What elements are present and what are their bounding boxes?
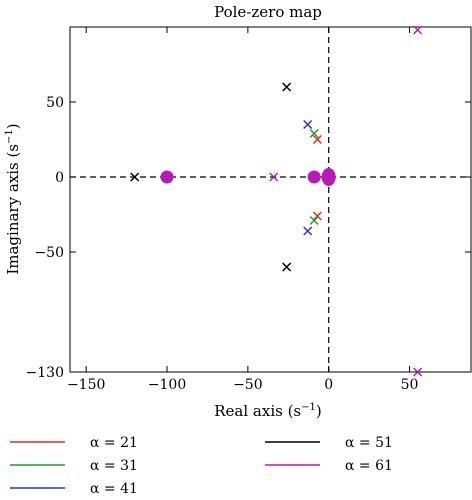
- legend-label: α = 21: [90, 435, 138, 451]
- x-tick-label: 50: [401, 377, 419, 393]
- x-tick-label: 0: [324, 377, 333, 393]
- zero-marker: [321, 168, 336, 186]
- legend: α = 21 α = 51 α = 31 α = 61 α = 41: [10, 435, 393, 497]
- plot-frame: [69, 26, 472, 373]
- x-tick-label: −50: [233, 377, 263, 393]
- y-tick-label: 0: [55, 170, 64, 186]
- legend-label: α = 41: [90, 481, 138, 497]
- zero-marker: [160, 170, 174, 184]
- pole-marker: [130, 172, 140, 182]
- pole-marker: [309, 128, 319, 139]
- pole-marker: [312, 134, 322, 145]
- chart-marks: [130, 25, 423, 377]
- pole-marker: [303, 226, 313, 236]
- pole-marker: [269, 172, 279, 182]
- pole-marker: [303, 119, 313, 130]
- y-axis-label: Imaginary axis (s−1): [4, 123, 22, 274]
- legend-label: α = 61: [345, 458, 393, 474]
- pole-marker: [309, 215, 319, 226]
- chart-title: Pole-zero map: [214, 3, 322, 21]
- y-tick-label: 50: [46, 95, 64, 111]
- pole-marker: [282, 82, 292, 92]
- reference-lines: [70, 27, 471, 372]
- y-tick-label: −50: [34, 245, 64, 261]
- pole-marker: [413, 367, 423, 377]
- x-axis-label: Real axis (s−1): [214, 402, 322, 420]
- legend-label: α = 51: [345, 435, 393, 451]
- legend-label: α = 31: [90, 458, 138, 474]
- x-tick-label: −150: [67, 377, 105, 393]
- zero-marker: [307, 170, 321, 184]
- x-tick-label: −100: [148, 377, 186, 393]
- pole-marker: [312, 211, 322, 221]
- pole-marker: [413, 25, 423, 35]
- axis-ticks: −150 −100 −50 0 50 50 0 −50 −130: [26, 27, 471, 393]
- pole-marker: [282, 262, 292, 272]
- y-tick-label: −130: [26, 365, 64, 381]
